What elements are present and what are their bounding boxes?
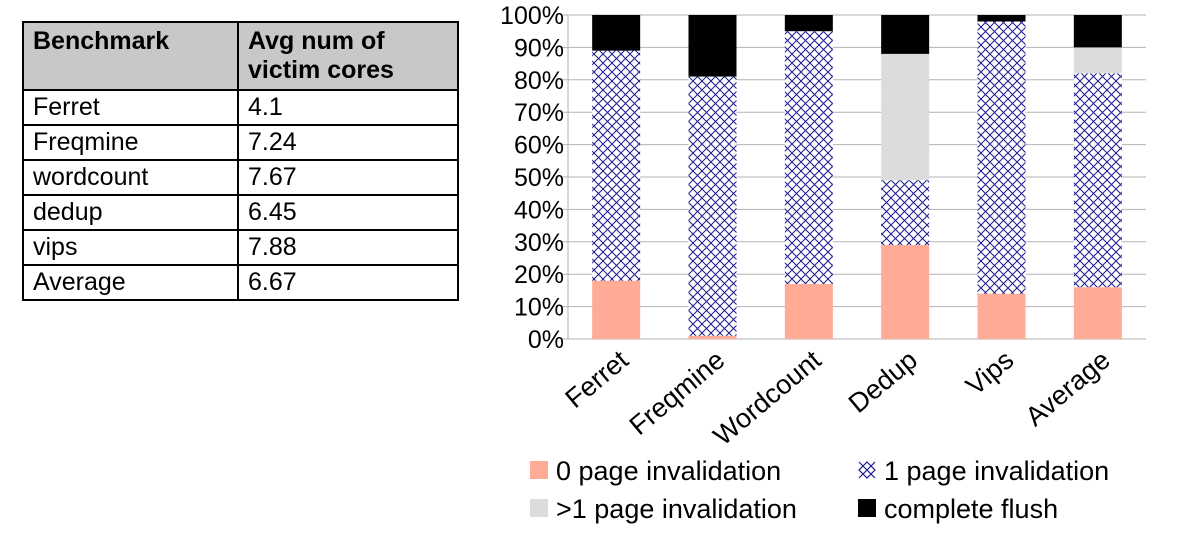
y-tick-label: 40% [514,196,564,224]
y-tick-label: 30% [514,229,564,257]
y-tick-label: 100% [500,2,564,30]
bar-segment [1073,47,1122,74]
table-cell-value: 7.24 [237,124,459,161]
table-cell-value: 7.88 [237,229,459,266]
bars-layer [592,15,1122,339]
bar-segment [592,15,641,51]
y-tick-label: 10% [514,294,564,322]
bar-segment [1073,287,1122,339]
table-row: Average 6.67 [22,264,459,301]
table-cell-value: 4.1 [237,89,459,126]
table-row: vips 7.88 [22,229,459,266]
benchmark-table: Benchmark Avg num of victim cores Ferret… [22,21,459,301]
bar-segment [977,293,1026,339]
bar-segment [784,283,833,339]
table-cell-benchmark: dedup [22,194,239,231]
legend-label: 0 page invalidation [556,456,781,486]
bar-segment [688,15,737,77]
table-row: Ferret 4.1 [22,89,459,126]
bar-segment [784,31,833,284]
bar-segment [977,15,1026,22]
table-cell-benchmark: Average [22,264,239,301]
table-cell-benchmark: vips [22,229,239,266]
table-cell-benchmark: wordcount [22,159,239,196]
table-row: Freqmine 7.24 [22,124,459,161]
bar-segment [977,21,1026,294]
bar-segment [1073,73,1122,288]
y-tick-label: 0% [528,326,564,354]
y-tick-label: 80% [514,67,564,95]
y-tick-label: 20% [514,261,564,289]
legend-label: 1 page invalidation [884,456,1109,486]
bar-segment [688,76,737,336]
x-category-label: Dedup [843,345,923,419]
legend-swatch [530,499,548,517]
table-header-avg-victim-cores: Avg num of victim cores [237,21,459,91]
table-row: wordcount 7.67 [22,159,459,196]
x-category-label: Average [1020,345,1116,432]
y-tick-label: 90% [514,34,564,62]
y-tick-labels: 0% 10% 20% 30% 40% 50% 60% 70% 80% 90% 100% [500,2,564,354]
legend-label: >1 page invalidation [556,494,797,524]
table-header-line-2: victim cores [248,56,394,84]
y-tick-label: 50% [514,164,564,192]
table-header-line-1: Avg num of [248,27,385,55]
table-header-benchmark: Benchmark [22,21,239,91]
table-cell-benchmark: Ferret [22,89,239,126]
bar-segment [784,15,833,32]
legend-swatch [530,461,548,479]
legend-swatch-outline [858,461,876,479]
bar-segment [592,50,641,281]
bar-segment [688,335,737,339]
y-tick-label: 60% [514,132,564,160]
legend-swatch [858,461,876,479]
grid-layer [562,14,1146,340]
bar-segment [592,280,641,339]
x-category-label: Vips [960,345,1019,401]
bar-segment [1073,15,1122,48]
x-category-label: Ferret [560,344,635,414]
table-cell-value: 7.67 [237,159,459,196]
legend: 0 page invalidation 1 page invalidation >1… [530,456,1109,524]
bar-segment [881,15,930,54]
table-cell-benchmark: Freqmine [22,124,239,161]
table-cell-value: 6.45 [237,194,459,231]
y-tick-label: 70% [514,99,564,127]
bar-segment [881,245,930,339]
table-cell-value: 6.67 [237,264,459,301]
x-category-label: Wordcount [708,344,827,451]
table-row: dedup 6.45 [22,194,459,231]
legend-swatch [858,499,876,517]
bar-segment [881,53,930,181]
table-header-row: Benchmark Avg num of victim cores [22,21,459,91]
legend-label: complete flush [884,494,1058,524]
bar-segment [881,180,930,246]
